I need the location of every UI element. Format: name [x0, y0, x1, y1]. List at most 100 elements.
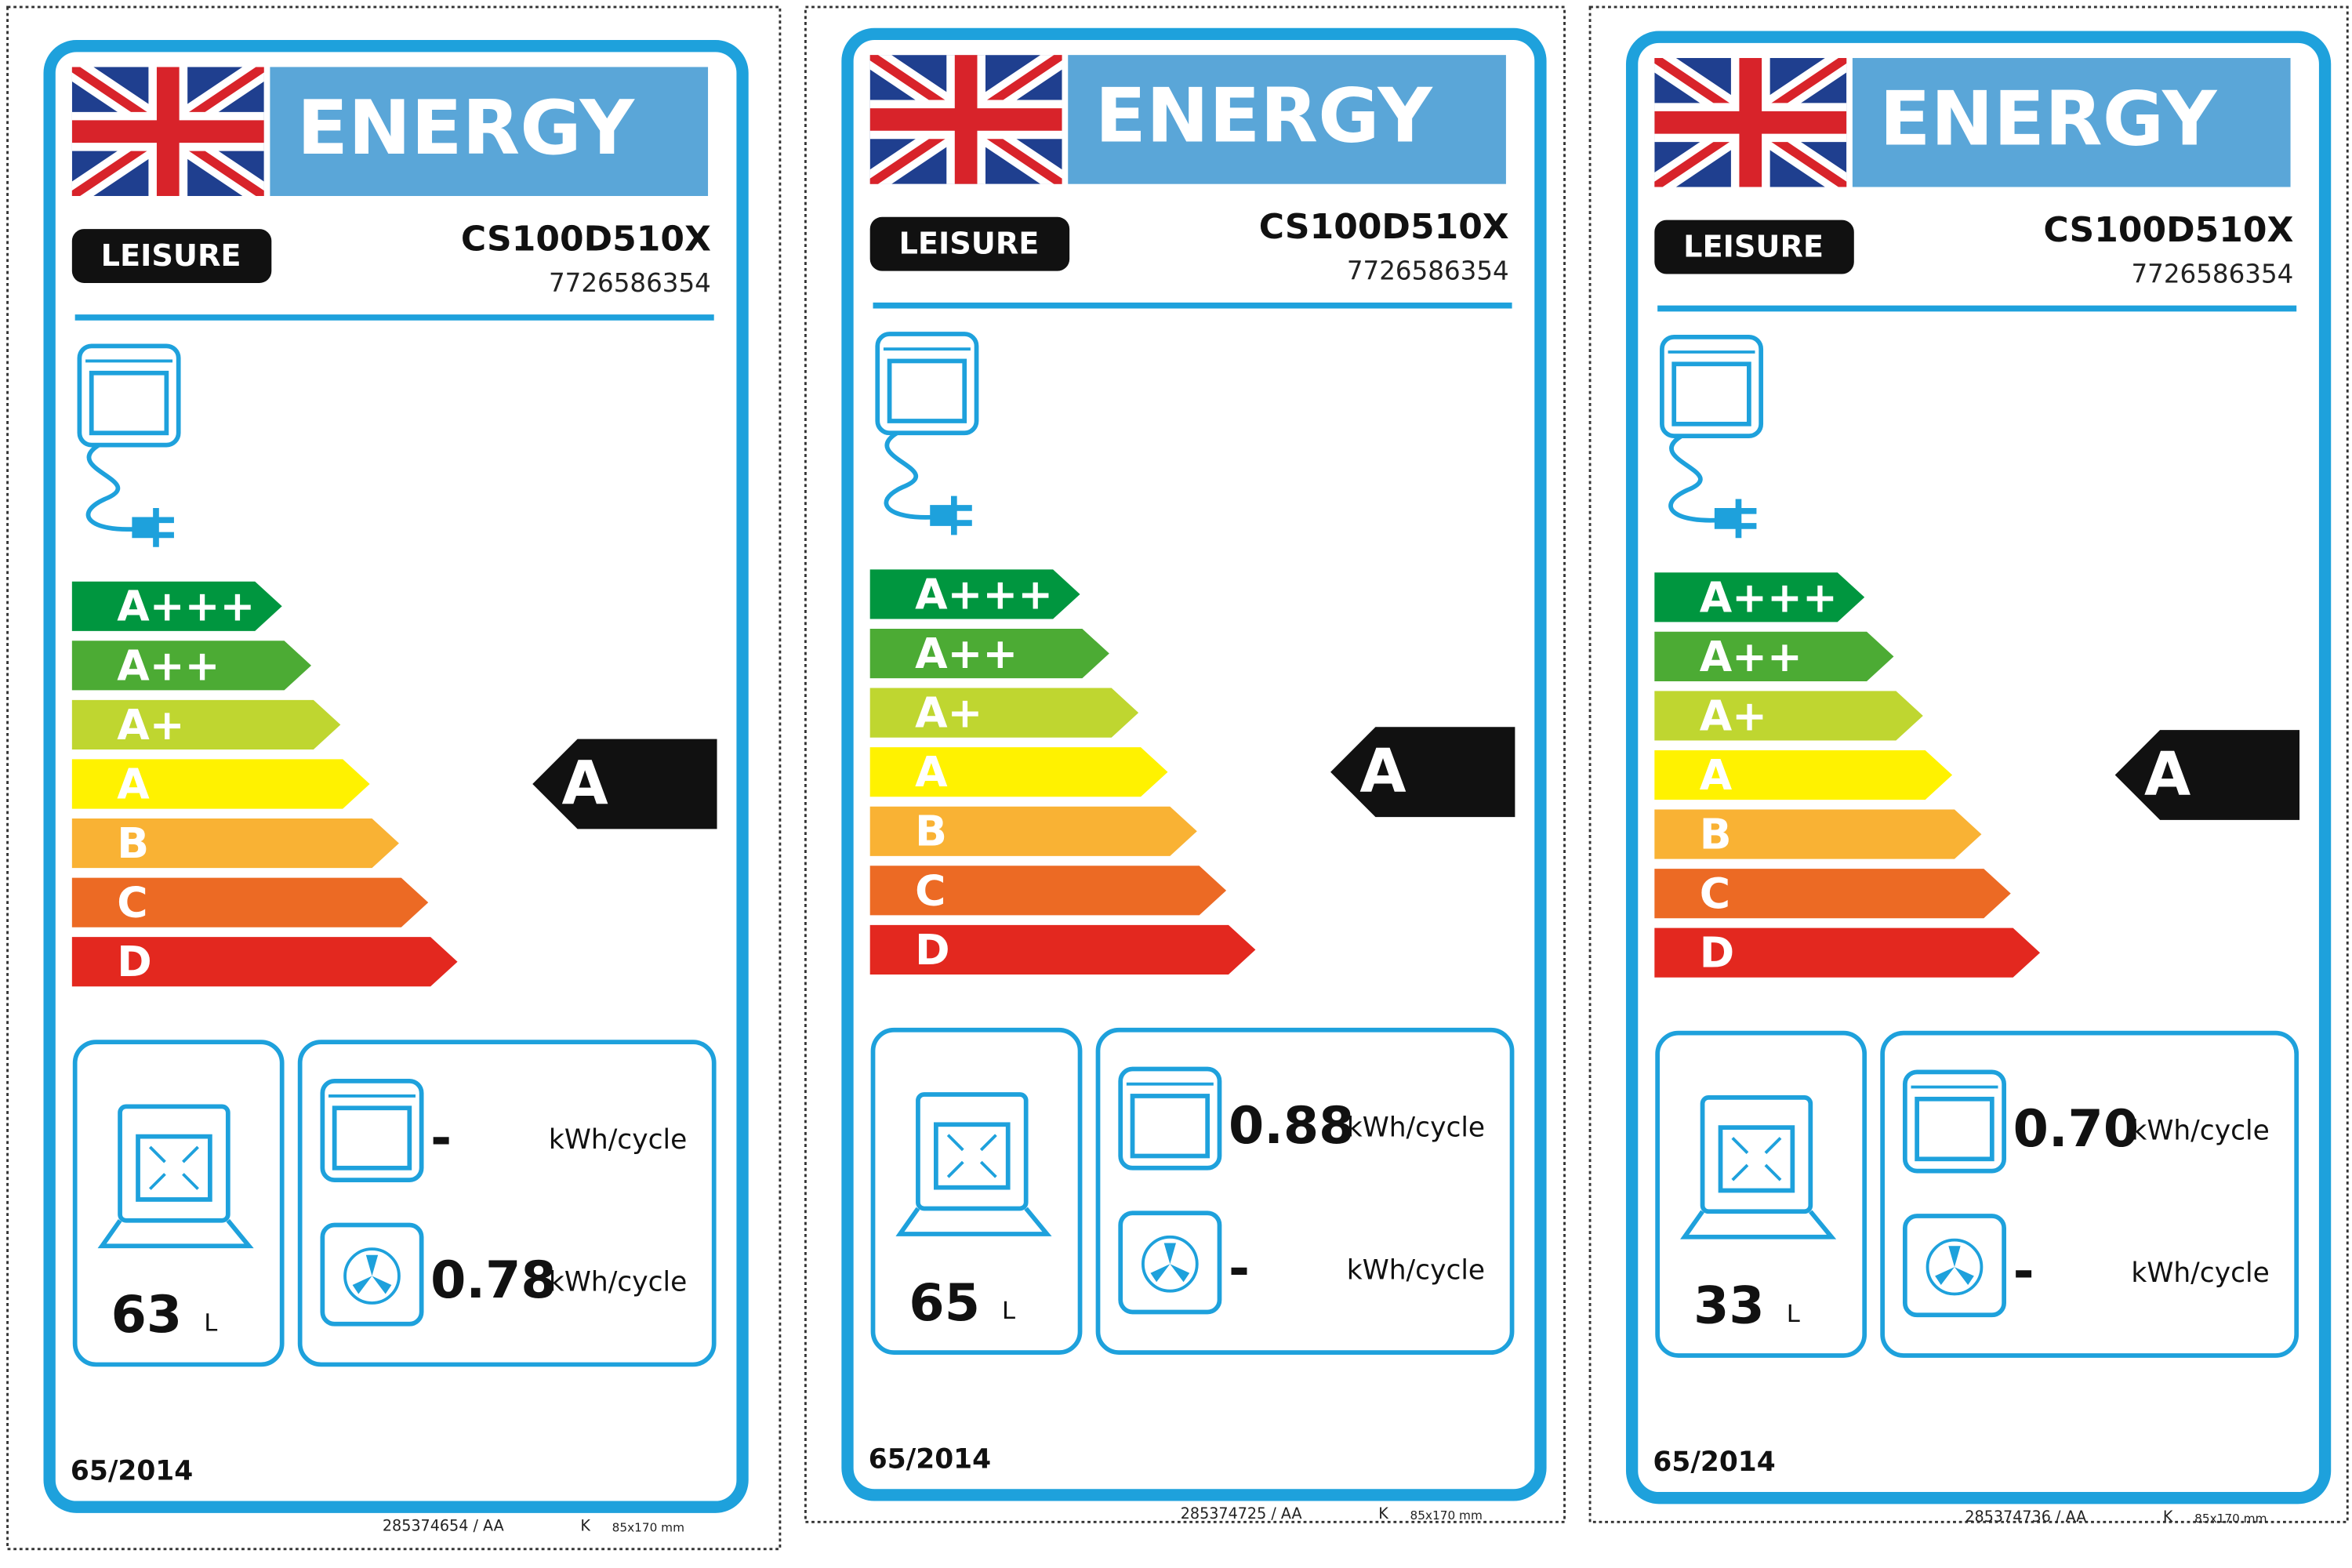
class-label: A+++: [915, 569, 1053, 619]
class-arrow: [869, 806, 1197, 856]
label-cut-outline: [1588, 5, 2349, 1523]
class-arrow: [869, 924, 1256, 975]
fan-oven-icon: [320, 1222, 424, 1327]
volume-unit: L: [204, 1309, 217, 1337]
class-arrow: [869, 866, 1227, 916]
class-label: A+: [1700, 691, 1767, 740]
rating-label: A: [2144, 739, 2190, 809]
class-arrow: [71, 699, 341, 750]
model-code: 7726586354: [1347, 256, 1509, 286]
cavity-icon: [934, 1122, 1011, 1190]
class-label: B: [915, 807, 947, 856]
class-arrow: [1654, 927, 2041, 978]
volume-box: [72, 1040, 285, 1367]
model-name: CS100D510X: [461, 219, 711, 259]
conventional-energy: 0.88: [1229, 1097, 1355, 1156]
oven-icon: [887, 358, 967, 423]
cavity-icon: [946, 1134, 997, 1178]
cavity-icon: [136, 1134, 212, 1202]
oven-icon: [77, 343, 181, 448]
class-arrow: [869, 628, 1109, 679]
class-label: D: [1700, 928, 1734, 978]
model-code: 7726586354: [549, 268, 711, 298]
brand-logo: [869, 216, 1070, 271]
brand-name: LEISURE: [101, 238, 241, 274]
footer-code: 285374654 / AA: [383, 1517, 504, 1535]
label-cut-outline: [804, 5, 1566, 1523]
label-frame: [841, 27, 1547, 1501]
regulation: 65/2014: [1653, 1446, 1775, 1478]
oven-icon: [332, 1105, 412, 1171]
energy-unit: kWh/cycle: [2131, 1115, 2269, 1146]
class-arrow: [1654, 572, 1865, 622]
class-label: A+: [915, 688, 982, 738]
energy-header: ENERGY: [1095, 72, 1434, 160]
footer-letter: K: [580, 1517, 590, 1535]
uk-flag: [1654, 57, 1847, 187]
class-arrow: [71, 818, 399, 869]
footer-size: 85x170 mm: [612, 1520, 684, 1534]
energy-banner: [270, 67, 709, 196]
energy-banner: [1068, 55, 1506, 184]
class-label: D: [915, 925, 949, 975]
class-arrow: [71, 759, 370, 809]
fan-icon: [1141, 1235, 1199, 1293]
oven-icon: [1915, 1096, 1994, 1162]
rating-label: A: [562, 749, 608, 818]
flag-cross: [71, 67, 264, 196]
energy-unit: kWh/cycle: [1347, 1254, 1485, 1286]
cavity-icon: [916, 1092, 1029, 1211]
volume-value: 63: [111, 1286, 183, 1345]
class-arrow: [869, 747, 1168, 797]
energy-unit: kWh/cycle: [2131, 1258, 2269, 1289]
rating-arrow: [532, 739, 717, 829]
volume-value: 33: [1693, 1277, 1765, 1336]
oven-icon: [1118, 1066, 1222, 1171]
footer-size: 85x170 mm: [1410, 1508, 1482, 1523]
class-arrow: [1654, 631, 1894, 681]
cavity-icon: [1700, 1095, 1813, 1214]
energy-box: [297, 1040, 717, 1367]
class-label: A+: [117, 700, 184, 750]
label-frame: [1625, 31, 2332, 1504]
class-label: C: [1700, 869, 1730, 918]
fan-icon: [1150, 1243, 1190, 1283]
fan-oven-icon: [1902, 1214, 2006, 1318]
oven-icon: [320, 1078, 424, 1182]
fan-energy: -: [2013, 1243, 2034, 1301]
class-label: C: [915, 866, 946, 915]
footer-letter: K: [1378, 1504, 1388, 1523]
oven-icon: [1902, 1069, 2006, 1174]
fan-icon: [1935, 1246, 1974, 1286]
class-arrow: [71, 581, 282, 631]
volume-box: [1655, 1030, 1867, 1358]
flag-cross: [869, 55, 1062, 184]
label-frame: [43, 40, 749, 1513]
flag-cross: [1654, 57, 1847, 187]
class-label: A: [915, 747, 948, 797]
oven-icon: [1671, 361, 1751, 426]
class-arrow: [71, 641, 312, 691]
class-label: D: [117, 937, 151, 986]
oven-cord: [1668, 434, 1721, 523]
cavity-icon: [118, 1104, 230, 1223]
oven-cord: [884, 430, 937, 520]
class-arrow: [71, 877, 429, 927]
class-arrow: [869, 688, 1139, 738]
energy-unit: kWh/cycle: [1347, 1112, 1485, 1144]
class-label: A++: [1700, 632, 1802, 681]
fan-icon: [343, 1247, 401, 1305]
fan-oven-icon: [1118, 1210, 1222, 1315]
label-cut-outline: [6, 5, 782, 1551]
class-arrow: [1654, 809, 1982, 859]
conventional-energy: -: [430, 1109, 452, 1167]
footer-size: 85x170 mm: [2194, 1512, 2267, 1526]
plug-icon: [930, 495, 972, 535]
volume-unit: L: [1002, 1298, 1015, 1325]
class-arrow: [71, 937, 458, 987]
energy-label: ENERGY LEISURE CS100D510X 7726586354 A+++ A++…: [1625, 31, 2332, 1526]
plug-icon: [132, 507, 174, 547]
class-label: A++: [117, 641, 220, 690]
